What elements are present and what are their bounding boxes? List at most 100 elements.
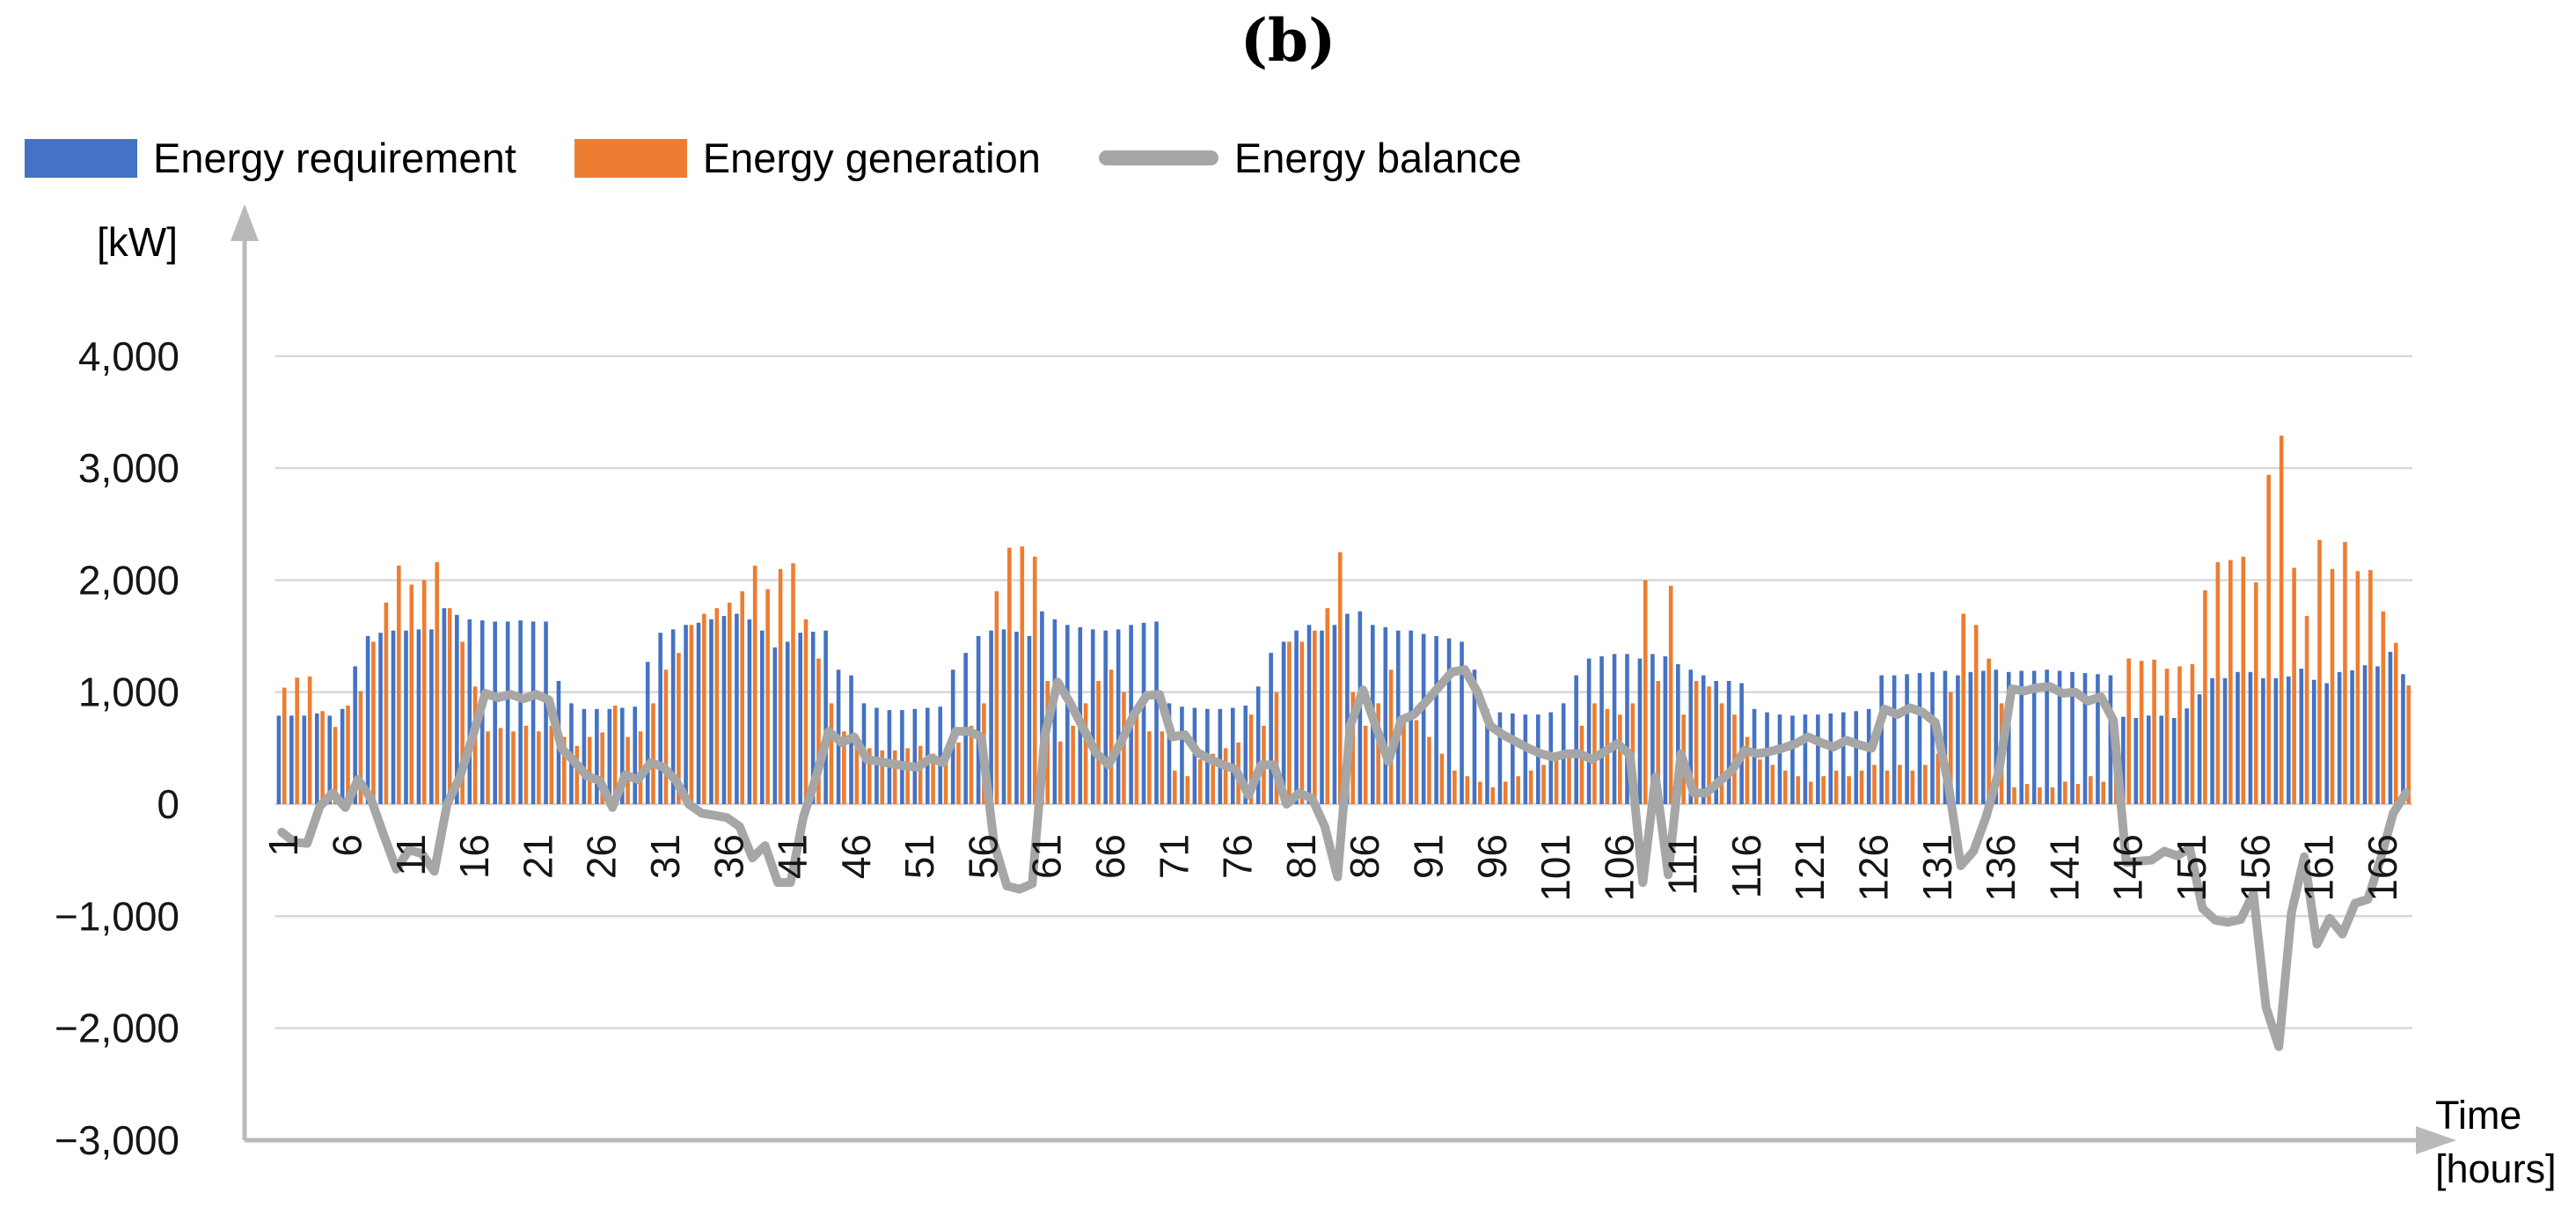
bar-energy-generation (1668, 585, 1673, 804)
bar-energy-generation (523, 725, 529, 804)
bar-energy-generation (1032, 556, 1037, 804)
bar-energy-generation (587, 736, 592, 804)
bar-energy-generation (1337, 552, 1343, 804)
bar-energy-generation (727, 602, 732, 804)
bar-energy-generation (307, 676, 312, 804)
bar-energy-generation (778, 568, 783, 804)
bar-energy-generation (1490, 787, 1496, 804)
bar-energy-generation (2012, 787, 2016, 804)
bar-energy-requirement (785, 641, 790, 804)
bar-energy-requirement (1650, 654, 1655, 804)
bar-energy-generation (358, 691, 363, 804)
x-tick-label: 141 (2041, 834, 2087, 902)
bar-energy-requirement (467, 619, 472, 804)
bar-energy-requirement (1625, 654, 1629, 804)
y-tick-label: 3,000 (78, 445, 179, 491)
bar-energy-requirement (2045, 670, 2049, 804)
bar-energy-requirement (1332, 625, 1337, 804)
bar-energy-requirement (1574, 675, 1578, 804)
bar-energy-requirement (544, 621, 548, 804)
bar-energy-requirement (289, 715, 294, 804)
x-tick-label: 31 (642, 834, 688, 879)
bar-energy-generation (2317, 539, 2322, 804)
bar-energy-requirement (1167, 703, 1172, 804)
bar-energy-requirement (1701, 675, 1706, 804)
bar-energy-requirement (1511, 713, 1515, 804)
bar-energy-generation (854, 743, 860, 804)
x-tick-label: 46 (833, 834, 879, 879)
bar-energy-generation (2139, 661, 2144, 804)
bar-energy-requirement (1421, 633, 1426, 804)
bar-energy-requirement (353, 666, 357, 804)
bar-energy-requirement (1001, 629, 1006, 804)
bar-energy-generation (2381, 611, 2386, 804)
bar-energy-requirement (900, 710, 904, 804)
y-tick-label: 0 (157, 781, 179, 827)
bar-energy-requirement (1688, 670, 1694, 804)
bar-energy-generation (1134, 714, 1139, 804)
bar-energy-generation (2126, 658, 2131, 804)
bar-energy-requirement (912, 708, 918, 804)
bar-energy-requirement (455, 614, 459, 804)
bar-energy-generation (2393, 642, 2398, 804)
bar-energy-generation (1071, 725, 1075, 804)
bar-energy-requirement (2108, 675, 2113, 804)
bar-energy-generation (918, 745, 923, 804)
bar-energy-generation (803, 619, 809, 804)
bar-energy-generation (384, 602, 389, 804)
bar-energy-generation (1745, 736, 1750, 804)
bar-energy-requirement (1497, 712, 1503, 804)
bar-energy-requirement (2019, 670, 2023, 804)
bar-energy-requirement (1065, 625, 1070, 804)
x-tick-label: 16 (451, 834, 497, 879)
bar-energy-requirement (1981, 670, 1986, 804)
bar-energy-requirement (2261, 677, 2265, 804)
balance-line-path (277, 665, 2411, 1051)
bar-energy-requirement (493, 621, 497, 804)
bar-energy-generation (472, 686, 478, 804)
bar-energy-generation (435, 562, 439, 804)
bar-energy-requirement (1854, 711, 1859, 804)
bar-energy-requirement (2287, 676, 2291, 804)
bar-energy-requirement (1726, 681, 1731, 804)
bar-energy-generation (2228, 560, 2233, 804)
bar-energy-requirement (670, 629, 676, 804)
bar-energy-generation (371, 641, 376, 804)
x-tick-label: 136 (1978, 834, 2023, 902)
bar-energy-requirement (1141, 622, 1146, 804)
bar-energy-requirement (1777, 714, 1782, 804)
bar-energy-requirement (1714, 681, 1718, 804)
x-tick-label: 56 (960, 834, 1006, 879)
bar-energy-generation (511, 731, 516, 804)
x-tick-label: 126 (1851, 834, 1897, 902)
bar-energy-requirement (1192, 707, 1197, 804)
bar-energy-requirement (2159, 715, 2164, 804)
bar-energy-generation (842, 731, 846, 804)
bar-energy-generation (1898, 765, 1902, 804)
bar-energy-generation (1567, 753, 1571, 804)
bar-energy-requirement (2362, 665, 2367, 804)
bar-energy-requirement (1803, 714, 1808, 804)
x-tick-label: 111 (1660, 834, 1706, 896)
bar-energy-requirement (1040, 611, 1044, 804)
bar-energy-requirement (1612, 654, 1617, 804)
x-tick-label: 121 (1787, 834, 1833, 902)
bar-energy-generation (969, 725, 974, 804)
bar-energy-generation (1388, 670, 1394, 804)
bar-energy-generation (2343, 542, 2347, 804)
bar-energy-generation (1923, 765, 1928, 804)
bar-energy-generation (2101, 781, 2106, 804)
x-tick-label: 151 (2169, 834, 2214, 902)
bar-energy-generation (1363, 725, 1368, 804)
bar-energy-requirement (2350, 670, 2354, 804)
bar-energy-requirement (823, 630, 828, 804)
bar-energy-requirement (2146, 715, 2151, 804)
requirement-swatch-icon (25, 138, 137, 178)
bar-energy-generation (1211, 753, 1215, 804)
bar-energy-generation (1427, 736, 1431, 804)
bar-energy-generation (677, 653, 681, 804)
bar-energy-generation (1185, 776, 1190, 804)
bar-energy-requirement (798, 633, 802, 804)
x-tick-label: 101 (1533, 834, 1578, 902)
bar-energy-generation (2190, 663, 2195, 804)
